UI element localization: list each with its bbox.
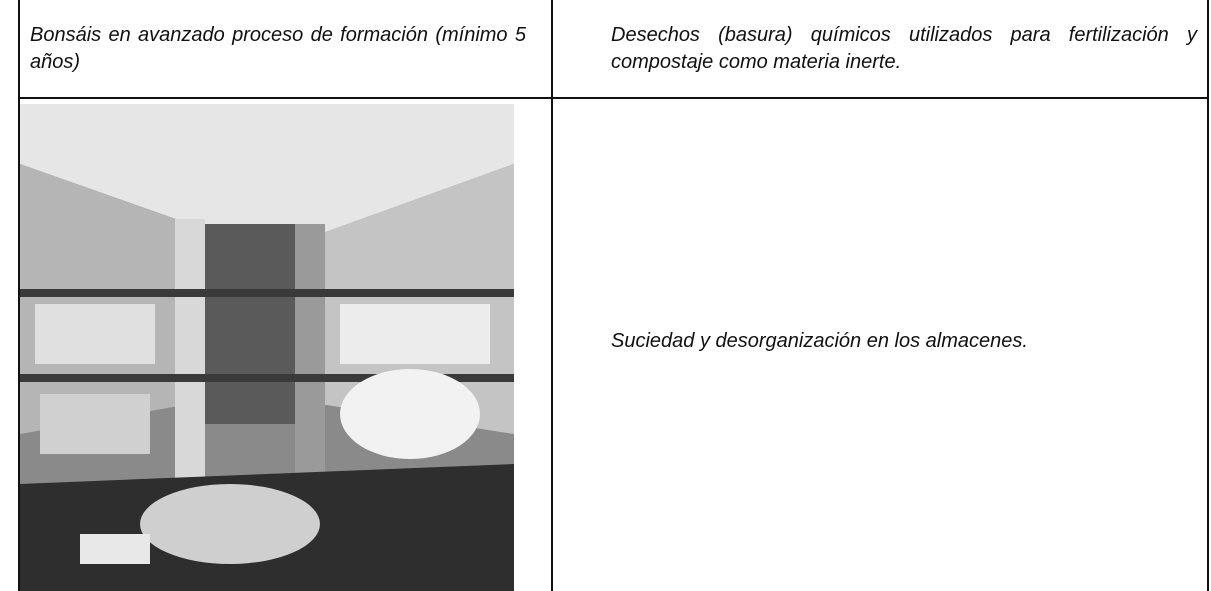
cell-text: Bonsáis en avanzado proceso de formación… — [30, 24, 526, 73]
table-border-right — [1207, 0, 1209, 591]
photo — [20, 104, 514, 591]
table-row-divider — [18, 97, 1209, 99]
cell-text: Desechos (basura) químicos utilizados pa… — [611, 24, 1197, 73]
cell-text: Suciedad y desorganización en los almace… — [611, 330, 1028, 352]
table-border-middle — [551, 0, 553, 591]
table-border-left — [18, 0, 20, 591]
